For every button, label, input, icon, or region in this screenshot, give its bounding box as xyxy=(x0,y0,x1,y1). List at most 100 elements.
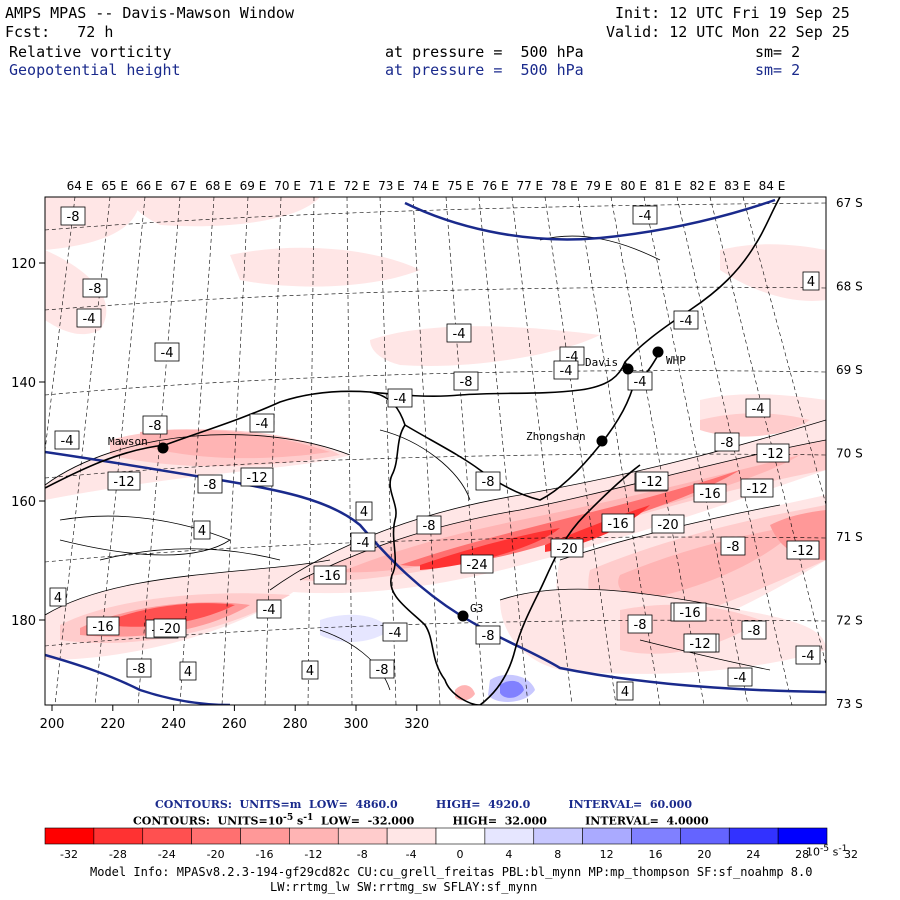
vorticity-label: -4 xyxy=(161,346,174,361)
lon-label: 74 E xyxy=(413,179,440,193)
y-tick-label: 180 xyxy=(11,614,36,629)
colorbar-label: 12 xyxy=(600,848,614,861)
field2-name: Geopotential height xyxy=(9,61,181,79)
colorbar-label: -28 xyxy=(109,848,127,861)
colorbar-swatch xyxy=(728,827,779,845)
vorticity-label-box xyxy=(154,342,180,362)
x-tick-label: 240 xyxy=(161,717,186,732)
station-marker xyxy=(457,610,469,622)
vorticity-label-box xyxy=(802,271,820,291)
field2-smoothing: sm= 2 xyxy=(755,61,801,79)
colorbar-label: 28 xyxy=(795,848,809,861)
height-contours xyxy=(45,198,826,705)
vorticity-label-box xyxy=(727,667,753,687)
vorticity-label-box xyxy=(632,205,658,225)
vorticity-label: -8 xyxy=(482,629,495,644)
lon-label: 70 E xyxy=(274,179,301,193)
lon-label: 75 E xyxy=(447,179,474,193)
vorticity-label: -12 xyxy=(641,475,662,490)
vorticity-label: -8 xyxy=(721,436,734,451)
vorticity-label-box xyxy=(60,206,86,226)
colorbar-swatch xyxy=(680,827,730,845)
station-marker xyxy=(596,435,608,447)
station-markers: Mawson Davis WHP Zhongshan G3 xyxy=(108,346,686,622)
colorbar-swatch xyxy=(533,827,583,845)
colorbar-label: -24 xyxy=(158,848,176,861)
station-marker xyxy=(157,442,169,454)
vorticity-label-box xyxy=(301,660,319,680)
colorbar-label: 16 xyxy=(649,848,663,861)
vorticity-label-box xyxy=(355,501,373,521)
vorticity-label: -4 xyxy=(394,392,407,407)
colorbar-swatch xyxy=(484,827,535,845)
vorticity-label: -16 xyxy=(607,517,628,532)
colorbar-swatch xyxy=(435,827,486,845)
lat-label: 73 S xyxy=(836,697,863,711)
vorticity-label: -16 xyxy=(319,569,340,584)
colorbar: -32 -28 -24 -20 -16 -12 -8 -4 0 4 8 12 16 20 24 28 32 xyxy=(44,827,858,861)
vorticity-label-box xyxy=(313,565,347,585)
vorticity-label-box xyxy=(256,599,282,619)
colorbar-label: -12 xyxy=(304,848,322,861)
colorbar-swatch xyxy=(386,827,437,845)
vorticity-label-box xyxy=(460,554,494,574)
vorticity-contour-info: CONTOURS: UNITS=10-5 s-1 LOW= -32.000 HI… xyxy=(133,812,709,828)
colorbar-swatch xyxy=(777,827,828,845)
vorticity-label: -4 xyxy=(639,209,652,224)
vorticity-label: -4 xyxy=(734,671,747,686)
station-marker xyxy=(652,346,664,358)
colorbar-label: -8 xyxy=(357,848,368,861)
vorticity-label-box xyxy=(350,532,376,552)
vorticity-label: 4 xyxy=(198,524,206,539)
vorticity-label-box xyxy=(193,520,211,540)
x-tick-label: 200 xyxy=(40,717,65,732)
colorbar-label: -20 xyxy=(207,848,225,861)
vorticity-label-box xyxy=(651,514,685,534)
vorticity-label-box xyxy=(142,415,168,435)
vorticity-label: 4 xyxy=(360,505,368,520)
lat-label: 68 S xyxy=(836,280,863,294)
lat-label: 72 S xyxy=(836,614,863,628)
vorticity-label-box xyxy=(745,398,771,418)
colorbar-swatch xyxy=(191,827,241,845)
vorticity-label: -4 xyxy=(680,314,693,329)
lat-label: 70 S xyxy=(836,447,863,461)
plot-title: AMPS MPAS -- Davis-Mawson Window xyxy=(5,4,294,22)
vorticity-label: -16 xyxy=(679,606,700,621)
colorbar-swatch xyxy=(582,827,632,845)
valid-time: Valid: 12 UTC Mon 22 Sep 25 xyxy=(606,23,850,41)
colorbar-label: 20 xyxy=(697,848,711,861)
x-tick-label: 320 xyxy=(404,717,429,732)
station-label: Davis xyxy=(585,356,618,369)
lon-label: 78 E xyxy=(551,179,578,193)
vorticity-label: -8 xyxy=(376,663,389,678)
station-label: G3 xyxy=(470,602,483,615)
vorticity-label-box xyxy=(86,616,120,636)
vorticity-label: -8 xyxy=(133,662,146,677)
vorticity-label: 4 xyxy=(807,275,815,290)
vorticity-label: -8 xyxy=(149,419,162,434)
vorticity-label-box xyxy=(153,618,187,638)
vorticity-label-box xyxy=(54,430,80,450)
vorticity-label-box xyxy=(720,536,746,556)
station-label: Mawson xyxy=(108,435,148,448)
vorticity-label-box xyxy=(446,323,472,343)
vorticity-label: -4 xyxy=(389,626,402,641)
lat-label: 69 S xyxy=(836,363,863,377)
vorticity-label: -16 xyxy=(92,620,113,635)
lon-label: 66 E xyxy=(136,179,163,193)
lon-label: 68 E xyxy=(205,179,232,193)
vorticity-label: -4 xyxy=(256,417,269,432)
map-plot-area: -8 -8 -4 -4 -4 -8 -4 -4 -4 -4 -8 -4 -8 -4 -4 -4 -12 -8 -12… xyxy=(45,197,826,705)
vorticity-label-box xyxy=(616,681,634,701)
vorticity-label-box xyxy=(76,308,102,328)
vorticity-label: -4 xyxy=(61,434,74,449)
y-tick-label: 120 xyxy=(11,257,36,272)
vorticity-label-box xyxy=(740,478,774,498)
lon-label: 67 E xyxy=(170,179,197,193)
vorticity-label-box xyxy=(475,471,501,491)
vorticity-label-box xyxy=(240,467,274,487)
vorticity-label: -20 xyxy=(556,542,577,557)
station-label: Zhongshan xyxy=(526,430,586,443)
coastline xyxy=(45,197,781,705)
